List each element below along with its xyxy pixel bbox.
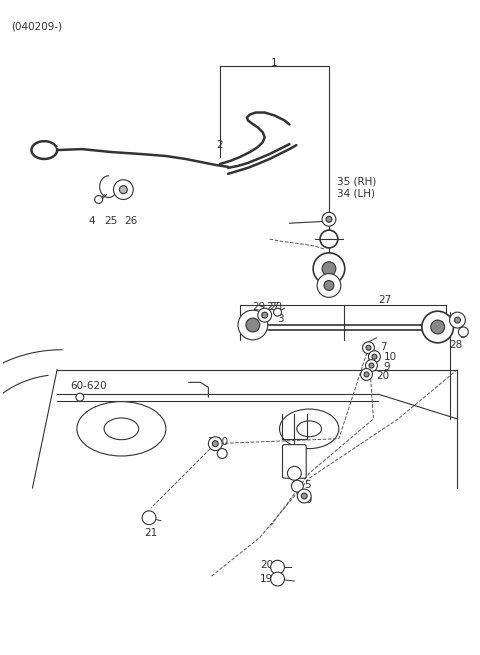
Text: 9: 9 — [384, 362, 390, 371]
Circle shape — [297, 489, 311, 503]
Text: 1: 1 — [271, 58, 277, 68]
Text: 29: 29 — [252, 303, 265, 312]
Text: 11: 11 — [453, 317, 466, 327]
Text: 7: 7 — [380, 342, 387, 352]
Circle shape — [450, 312, 466, 328]
Circle shape — [95, 196, 103, 204]
Text: 2: 2 — [216, 140, 223, 150]
Circle shape — [369, 350, 380, 363]
Circle shape — [372, 354, 377, 359]
Circle shape — [246, 318, 260, 332]
Circle shape — [113, 179, 133, 200]
Circle shape — [142, 511, 156, 525]
Text: (040209-): (040209-) — [11, 22, 62, 31]
Text: 10: 10 — [216, 437, 229, 447]
Circle shape — [458, 327, 468, 337]
Circle shape — [291, 480, 303, 492]
Circle shape — [217, 449, 227, 458]
Circle shape — [322, 262, 336, 276]
Text: 21: 21 — [144, 528, 157, 538]
Text: 3: 3 — [459, 330, 466, 340]
Text: 7: 7 — [207, 437, 214, 447]
Circle shape — [301, 493, 307, 499]
Text: 10: 10 — [384, 352, 396, 362]
FancyBboxPatch shape — [283, 445, 306, 478]
Circle shape — [326, 216, 332, 222]
Circle shape — [208, 437, 222, 451]
Circle shape — [431, 320, 444, 334]
Text: 5: 5 — [304, 480, 311, 490]
Circle shape — [238, 310, 268, 340]
Circle shape — [322, 212, 336, 226]
Circle shape — [366, 360, 377, 371]
Ellipse shape — [104, 418, 139, 440]
Text: 27: 27 — [378, 295, 392, 305]
Text: 60-620: 60-620 — [70, 381, 107, 392]
Circle shape — [313, 253, 345, 284]
Text: 30: 30 — [300, 495, 312, 505]
Circle shape — [364, 372, 369, 377]
Circle shape — [212, 441, 218, 447]
Circle shape — [324, 280, 334, 290]
Text: 20: 20 — [376, 371, 390, 381]
Circle shape — [422, 311, 454, 343]
Text: 25: 25 — [105, 216, 118, 226]
Text: 26: 26 — [124, 216, 138, 226]
Circle shape — [258, 309, 272, 322]
Text: 4: 4 — [89, 216, 96, 226]
Text: 23: 23 — [270, 303, 283, 312]
Ellipse shape — [279, 409, 339, 449]
Text: 20: 20 — [260, 560, 273, 571]
Circle shape — [362, 342, 374, 354]
Ellipse shape — [297, 421, 322, 437]
Circle shape — [120, 185, 127, 194]
Text: 34 (LH): 34 (LH) — [337, 189, 375, 198]
Circle shape — [262, 312, 268, 318]
Circle shape — [76, 393, 84, 401]
Circle shape — [366, 345, 371, 350]
Circle shape — [360, 369, 372, 381]
Circle shape — [455, 317, 460, 323]
Text: 27: 27 — [267, 303, 280, 312]
Text: 35 (RH): 35 (RH) — [337, 177, 376, 187]
Circle shape — [320, 230, 338, 248]
Circle shape — [317, 274, 341, 297]
Text: 19: 19 — [260, 574, 273, 584]
Circle shape — [271, 572, 285, 586]
Ellipse shape — [77, 402, 166, 456]
Circle shape — [288, 466, 301, 480]
Circle shape — [271, 560, 285, 574]
Circle shape — [369, 363, 374, 368]
Text: 28: 28 — [450, 340, 463, 350]
Circle shape — [274, 309, 281, 316]
Text: 3: 3 — [277, 314, 284, 324]
